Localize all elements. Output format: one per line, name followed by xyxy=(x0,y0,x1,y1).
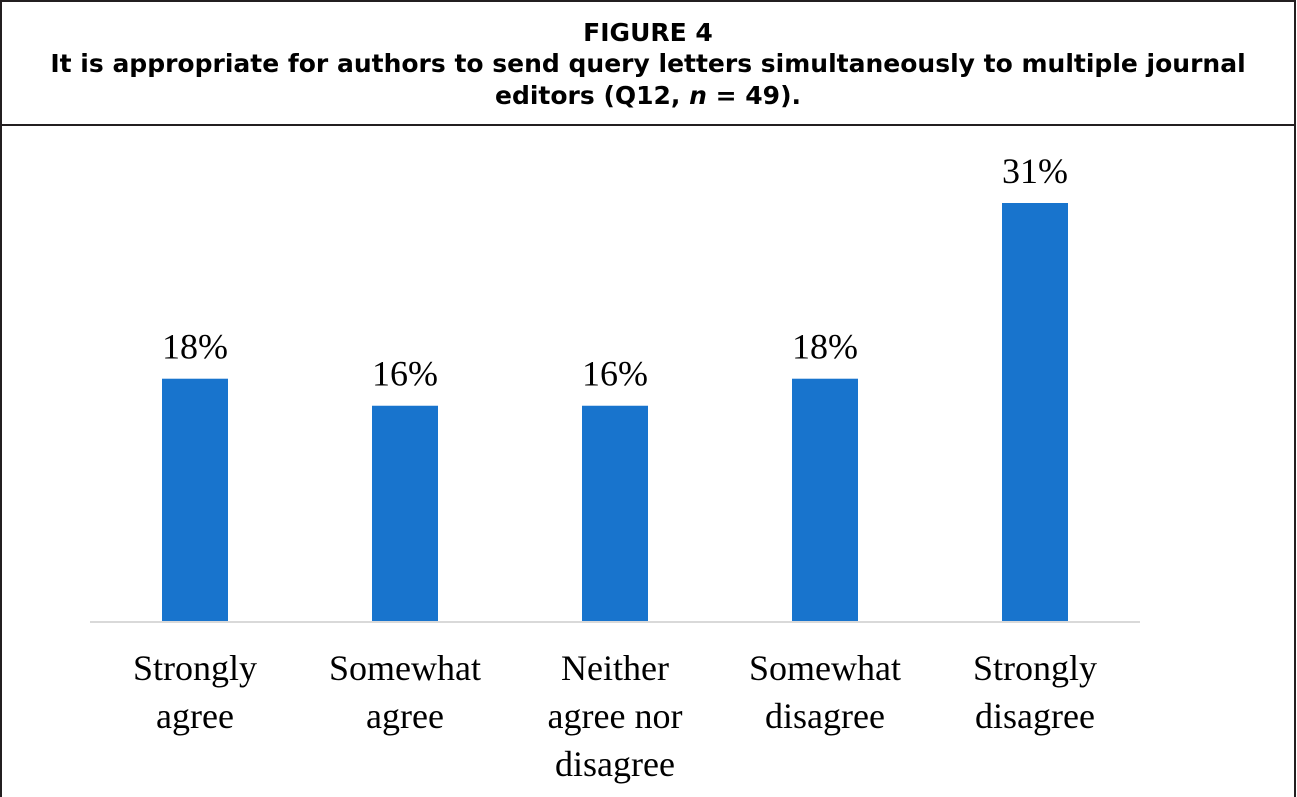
bar-4 xyxy=(792,378,858,622)
category-label-line: Somewhat xyxy=(329,648,481,688)
category-label-line: agree xyxy=(366,696,444,736)
category-label-line: agree nor xyxy=(548,696,683,736)
data-label-1: 18% xyxy=(162,327,228,367)
bar-2 xyxy=(372,405,438,622)
category-label-line: Neither xyxy=(561,648,669,688)
data-label-4: 18% xyxy=(792,327,858,367)
figure-caption: It is appropriate for authors to send qu… xyxy=(2,48,1294,112)
category-label-1: Strongly agree xyxy=(133,648,257,736)
category-label-line: Somewhat xyxy=(749,648,901,688)
data-label-5: 31% xyxy=(1002,151,1068,191)
category-label-line: Strongly xyxy=(973,648,1097,688)
category-label-line: disagree xyxy=(765,696,885,736)
category-label-line: Strongly xyxy=(133,648,257,688)
category-label-2: Somewhat agree xyxy=(329,648,481,736)
caption-n: n xyxy=(689,81,707,110)
category-label-line: disagree xyxy=(975,696,1095,736)
caption-main: It is appropriate for authors to send qu… xyxy=(50,49,1246,110)
bar-5 xyxy=(1002,203,1068,622)
category-label-line: disagree xyxy=(555,744,675,784)
data-label-2: 16% xyxy=(372,354,438,394)
bar-3 xyxy=(582,405,648,622)
category-label-line: agree xyxy=(156,696,234,736)
category-label-5: Strongly disagree xyxy=(973,648,1097,736)
bar-1 xyxy=(162,378,228,622)
data-label-3: 16% xyxy=(582,354,648,394)
caption-tail: = 49). xyxy=(706,81,802,110)
category-label-3: Neither agree nor disagree xyxy=(548,648,683,784)
figure-label: FIGURE 4 xyxy=(583,18,713,47)
figure-header: FIGURE 4 It is appropriate for authors t… xyxy=(2,2,1294,126)
category-label-4: Somewhat disagree xyxy=(749,648,901,736)
